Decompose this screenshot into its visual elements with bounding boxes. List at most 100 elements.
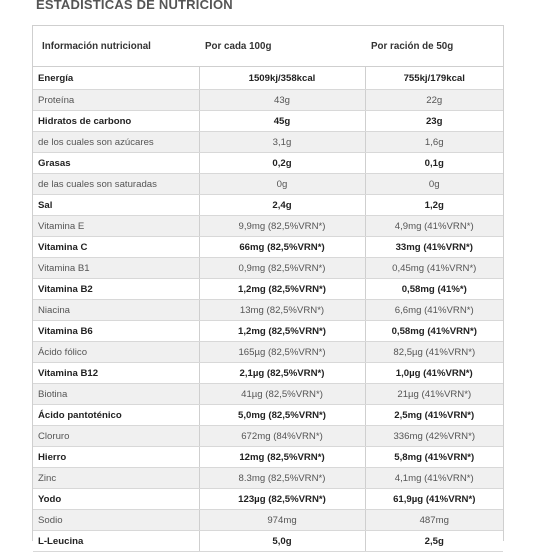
per-100g-cell: 5,0mg (82,5%VRN*) (198, 404, 365, 426)
nutrient-name-cell: Grasas (33, 152, 199, 174)
nutrient-name-cell: de los cuales son azúcares (33, 131, 199, 153)
per-100g-cell: 0,2g (198, 152, 365, 174)
table-row: Yodo 123µg (82,5%VRN*) 61,9µg (41%VRN*) (33, 488, 503, 510)
table-row: Ácido pantoténico 5,0mg (82,5%VRN*) 2,5mg … (33, 404, 503, 426)
per-serving-cell: 23g (364, 110, 503, 132)
per-100g-cell: 9,9mg (82,5%VRN*) (198, 215, 365, 237)
nutrient-name-cell: Hidratos de carbono (33, 110, 199, 132)
nutrient-name-cell: Cloruro (33, 425, 199, 447)
table-row: Vitamina B6 1,2mg (82,5%VRN*) 0,58mg (41%V… (33, 320, 503, 342)
nutrient-name-cell: Vitamina C (33, 236, 199, 258)
per-serving-cell: 22g (364, 89, 503, 111)
per-100g-cell: 974mg (198, 509, 365, 531)
per-serving-cell: 4,1mg (41%VRN*) (364, 467, 503, 489)
per-100g-cell: 12mg (82,5%VRN*) (198, 446, 365, 468)
per-serving-cell: 336mg (42%VRN*) (364, 425, 503, 447)
nutrient-name-cell: Niacina (33, 299, 199, 321)
table-row: Ácido fólico 165µg (82,5%VRN*) 82,5µg (41%… (33, 341, 503, 363)
table-row: Proteína 43g 22g (33, 89, 503, 111)
per-100g-cell: 1509kj/358kcal (198, 66, 365, 90)
per-serving-cell: 2,5g (364, 530, 503, 552)
table-row: Niacina 13mg (82,5%VRN*) 6,6mg (41%VRN*) (33, 299, 503, 321)
table-row: L-Leucina 5,0g 2,5g (33, 530, 503, 552)
table-row: de las cuales son saturadas 0g 0g (33, 173, 503, 195)
nutrient-name-cell: L-Leucina (33, 530, 199, 552)
nutrient-name-cell: Energía (33, 66, 199, 90)
table-row: Hidratos de carbono 45g 23g (33, 110, 503, 132)
per-100g-cell: 1,2mg (82,5%VRN*) (198, 278, 365, 300)
header-per-100g: Por cada 100g (199, 26, 365, 67)
nutrition-table: Información nutricional Por cada 100g Po… (33, 26, 503, 552)
nutrient-name-cell: Sal (33, 194, 199, 216)
table-row: de los cuales son azúcares 3,1g 1,6g (33, 131, 503, 153)
per-serving-cell: 4,9mg (41%VRN*) (364, 215, 503, 237)
nutrient-name-cell: Ácido fólico (33, 341, 199, 363)
nutrient-name-cell: Hierro (33, 446, 199, 468)
per-100g-cell: 13mg (82,5%VRN*) (198, 299, 365, 321)
per-100g-cell: 123µg (82,5%VRN*) (198, 488, 365, 510)
nutrient-name-cell: Sodio (33, 509, 199, 531)
per-serving-cell: 21µg (41%VRN*) (364, 383, 503, 405)
per-100g-cell: 8.3mg (82,5%VRN*) (198, 467, 365, 489)
header-nutrient: Información nutricional (33, 26, 199, 67)
table-row: Sodio 974mg 487mg (33, 509, 503, 531)
nutrient-name-cell: Biotina (33, 383, 199, 405)
nutrient-name-cell: de las cuales son saturadas (33, 173, 199, 195)
per-100g-cell: 0g (198, 173, 365, 195)
nutrient-name-cell: Ácido pantoténico (33, 404, 199, 426)
table-body: Energía 1509kj/358kcal 755kj/179kcal Proteí… (33, 66, 503, 552)
table-row: Sal 2,4g 1,2g (33, 194, 503, 216)
table-row: Vitamina E 9,9mg (82,5%VRN*) 4,9mg (41%VRN… (33, 215, 503, 237)
per-serving-cell: 0,1g (364, 152, 503, 174)
nutrient-name-cell: Vitamina B1 (33, 257, 199, 279)
per-100g-cell: 3,1g (198, 131, 365, 153)
per-serving-cell: 82,5µg (41%VRN*) (364, 341, 503, 363)
page-title: ESTADÍSTICAS DE NUTRICIÓN (36, 0, 233, 12)
per-100g-cell: 2,4g (198, 194, 365, 216)
table-row: Energía 1509kj/358kcal 755kj/179kcal (33, 66, 503, 90)
table-row: Cloruro 672mg (84%VRN*) 336mg (42%VRN*) (33, 425, 503, 447)
nutrition-table-container: Información nutricional Por cada 100g Po… (32, 25, 504, 552)
nutrient-name-cell: Vitamina B2 (33, 278, 199, 300)
nutrient-name-cell: Vitamina B12 (33, 362, 199, 384)
table-row: Grasas 0,2g 0,1g (33, 152, 503, 174)
per-serving-cell: 0,58mg (41%VRN*) (364, 320, 503, 342)
per-serving-cell: 2,5mg (41%VRN*) (364, 404, 503, 426)
table-row: Hierro 12mg (82,5%VRN*) 5,8mg (41%VRN*) (33, 446, 503, 468)
table-row: Vitamina B2 1,2mg (82,5%VRN*) 0,58mg (41%*… (33, 278, 503, 300)
per-100g-cell: 0,9mg (82,5%VRN*) (198, 257, 365, 279)
nutrient-name-cell: Vitamina E (33, 215, 199, 237)
per-100g-cell: 165µg (82,5%VRN*) (198, 341, 365, 363)
per-100g-cell: 66mg (82,5%VRN*) (198, 236, 365, 258)
table-row: Biotina 41µg (82,5%VRN*) 21µg (41%VRN*) (33, 383, 503, 405)
per-serving-cell: 487mg (364, 509, 503, 531)
per-100g-cell: 41µg (82,5%VRN*) (198, 383, 365, 405)
nutrient-name-cell: Vitamina B6 (33, 320, 199, 342)
per-100g-cell: 1,2mg (82,5%VRN*) (198, 320, 365, 342)
per-serving-cell: 0g (364, 173, 503, 195)
table-header-row: Información nutricional Por cada 100g Po… (33, 26, 503, 67)
table-row: Vitamina C 66mg (82,5%VRN*) 33mg (41%VRN*) (33, 236, 503, 258)
nutrient-name-cell: Yodo (33, 488, 199, 510)
per-serving-cell: 755kj/179kcal (364, 66, 503, 90)
per-serving-cell: 61,9µg (41%VRN*) (364, 488, 503, 510)
per-serving-cell: 1,0µg (41%VRN*) (364, 362, 503, 384)
per-serving-cell: 1,2g (364, 194, 503, 216)
per-100g-cell: 45g (198, 110, 365, 132)
per-serving-cell: 6,6mg (41%VRN*) (364, 299, 503, 321)
nutrient-name-cell: Proteína (33, 89, 199, 111)
per-serving-cell: 0,58mg (41%*) (364, 278, 503, 300)
per-100g-cell: 2,1µg (82,5%VRN*) (198, 362, 365, 384)
per-serving-cell: 1,6g (364, 131, 503, 153)
per-serving-cell: 33mg (41%VRN*) (364, 236, 503, 258)
per-100g-cell: 5,0g (198, 530, 365, 552)
header-per-serving: Por ración de 50g (365, 26, 503, 67)
per-serving-cell: 5,8mg (41%VRN*) (364, 446, 503, 468)
per-100g-cell: 43g (198, 89, 365, 111)
table-row: Vitamina B12 2,1µg (82,5%VRN*) 1,0µg (41%V… (33, 362, 503, 384)
nutrient-name-cell: Zinc (33, 467, 199, 489)
table-row: Vitamina B1 0,9mg (82,5%VRN*) 0,45mg (41%V… (33, 257, 503, 279)
table-row: Zinc 8.3mg (82,5%VRN*) 4,1mg (41%VRN*) (33, 467, 503, 489)
per-100g-cell: 672mg (84%VRN*) (198, 425, 365, 447)
per-serving-cell: 0,45mg (41%VRN*) (364, 257, 503, 279)
